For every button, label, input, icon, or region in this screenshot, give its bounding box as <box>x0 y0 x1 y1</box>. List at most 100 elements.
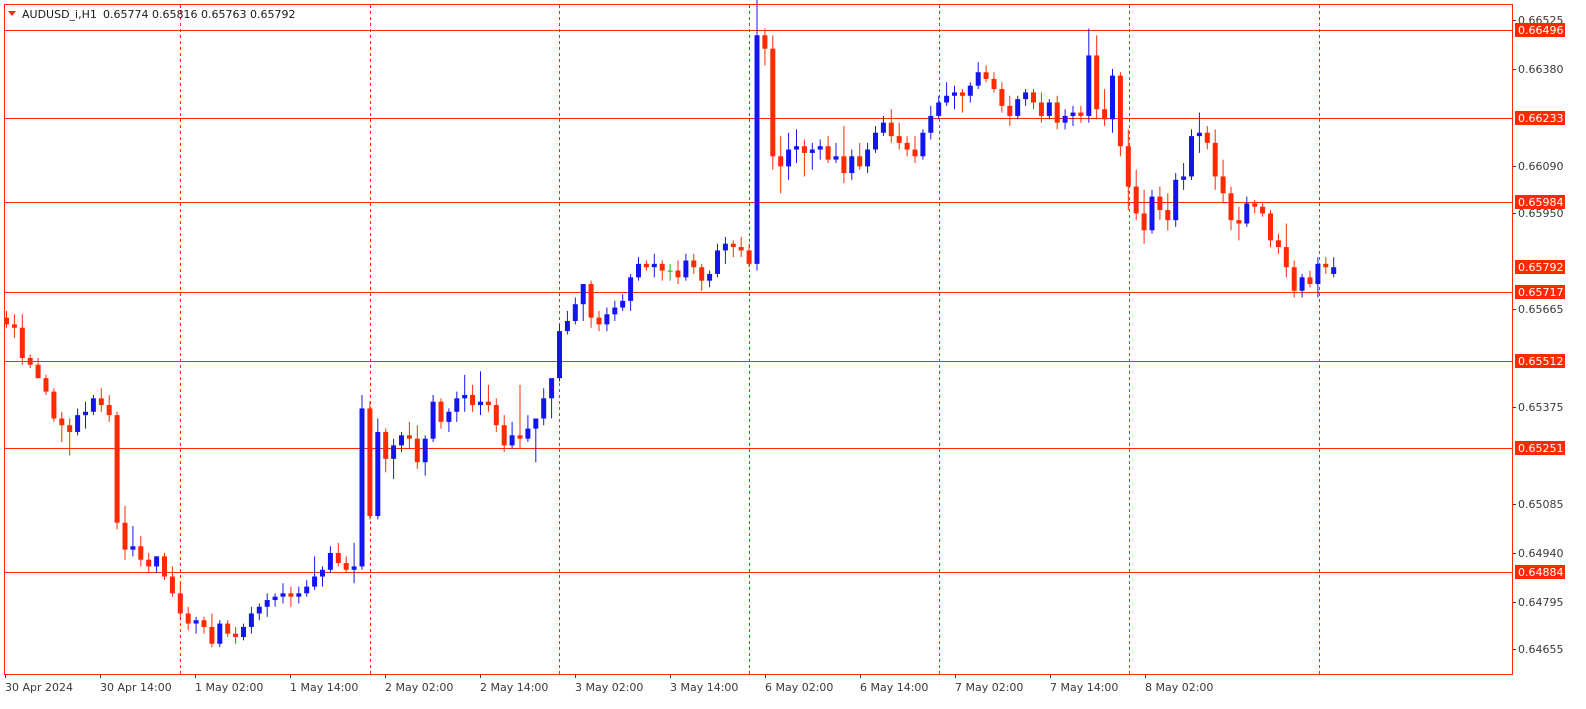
candle-body <box>169 576 175 594</box>
candle-body <box>1204 132 1210 143</box>
candle <box>1228 186 1234 231</box>
candle-body <box>517 435 523 439</box>
candle <box>233 626 239 644</box>
candle-body <box>928 115 934 133</box>
candle-body <box>1268 213 1273 241</box>
candle <box>391 438 397 480</box>
candle <box>280 583 286 604</box>
time-tick-label: 6 May 14:00 <box>860 681 928 694</box>
candle-body <box>904 142 910 150</box>
candle-body <box>944 95 950 103</box>
candle <box>659 260 665 281</box>
candle <box>912 136 918 164</box>
candle <box>1046 99 1052 120</box>
candle <box>43 374 49 395</box>
candle <box>707 270 713 288</box>
candle <box>817 139 823 160</box>
candle-body <box>1323 263 1329 268</box>
candle <box>375 418 381 520</box>
price-tick-label: 0.66090 <box>1518 160 1564 173</box>
candle-body <box>75 415 81 432</box>
candle-body <box>880 122 886 133</box>
candle <box>888 109 894 143</box>
candle <box>1189 129 1194 180</box>
candle <box>1023 89 1029 106</box>
candle-body <box>430 401 436 439</box>
level-tag <box>1515 111 1565 125</box>
level-tag <box>1515 285 1565 299</box>
candle <box>154 556 160 574</box>
candle <box>533 418 539 463</box>
symbol-label: AUDUSD_i,H1 <box>22 8 97 21</box>
candle <box>564 310 570 335</box>
candle-body <box>83 411 88 416</box>
candle <box>596 310 602 332</box>
candle <box>1181 163 1187 190</box>
candle <box>541 388 547 426</box>
candle <box>217 620 223 648</box>
candle-body <box>588 284 594 318</box>
candle-body <box>43 378 49 392</box>
collapse-triangle-icon[interactable] <box>8 11 16 16</box>
candle <box>478 371 483 416</box>
candle <box>825 136 831 164</box>
candle-body <box>98 398 104 406</box>
candle <box>272 593 278 607</box>
candle-body <box>90 398 96 412</box>
candle-body <box>264 600 270 607</box>
candle-body <box>462 394 468 399</box>
candle <box>1212 129 1218 190</box>
candle <box>525 415 531 443</box>
candle <box>1275 233 1281 254</box>
candle-body <box>651 263 657 268</box>
candle-body <box>406 435 412 439</box>
candle-body <box>27 357 33 365</box>
candle <box>1054 95 1060 130</box>
candle-body <box>841 156 847 174</box>
price-tick-label: 0.64795 <box>1518 596 1564 609</box>
candle-body <box>659 263 665 271</box>
candle <box>485 384 491 412</box>
candle-body <box>920 132 926 157</box>
candle-body <box>130 546 136 550</box>
candle-body <box>296 593 302 597</box>
candle-body <box>51 391 57 419</box>
candle-body <box>1260 206 1266 214</box>
level-label: 0.65984 <box>1518 196 1564 209</box>
candle-body <box>1023 92 1029 100</box>
candle <box>1323 257 1329 274</box>
candle <box>493 398 499 432</box>
candle <box>1102 89 1108 127</box>
candle-body <box>399 435 404 446</box>
candle <box>833 142 839 164</box>
candle <box>1133 169 1139 221</box>
candle <box>1299 273 1305 298</box>
candle-body <box>1173 179 1179 221</box>
candle <box>873 126 878 153</box>
candle-body <box>541 398 547 419</box>
candle <box>193 616 199 634</box>
candle <box>738 236 744 258</box>
price-tick-label: 0.64655 <box>1518 643 1564 656</box>
candle <box>27 354 33 369</box>
candle <box>904 136 910 157</box>
candle-body <box>888 122 894 137</box>
candle <box>59 411 65 443</box>
candle <box>604 307 610 332</box>
candle <box>1165 193 1171 231</box>
candle-body <box>209 626 215 644</box>
candle-body <box>1125 146 1131 187</box>
time-tick-label: 3 May 02:00 <box>575 681 643 694</box>
candle <box>169 566 175 597</box>
candle-body <box>35 364 41 379</box>
candle-body <box>707 273 713 281</box>
candle-body <box>967 85 973 96</box>
candle <box>1220 159 1226 204</box>
candle-body <box>146 559 152 567</box>
candle-body <box>1007 105 1013 116</box>
candle-body <box>1244 203 1250 224</box>
candle-body <box>1110 75 1115 120</box>
candle-body <box>549 378 555 399</box>
level-tag <box>1515 195 1565 209</box>
